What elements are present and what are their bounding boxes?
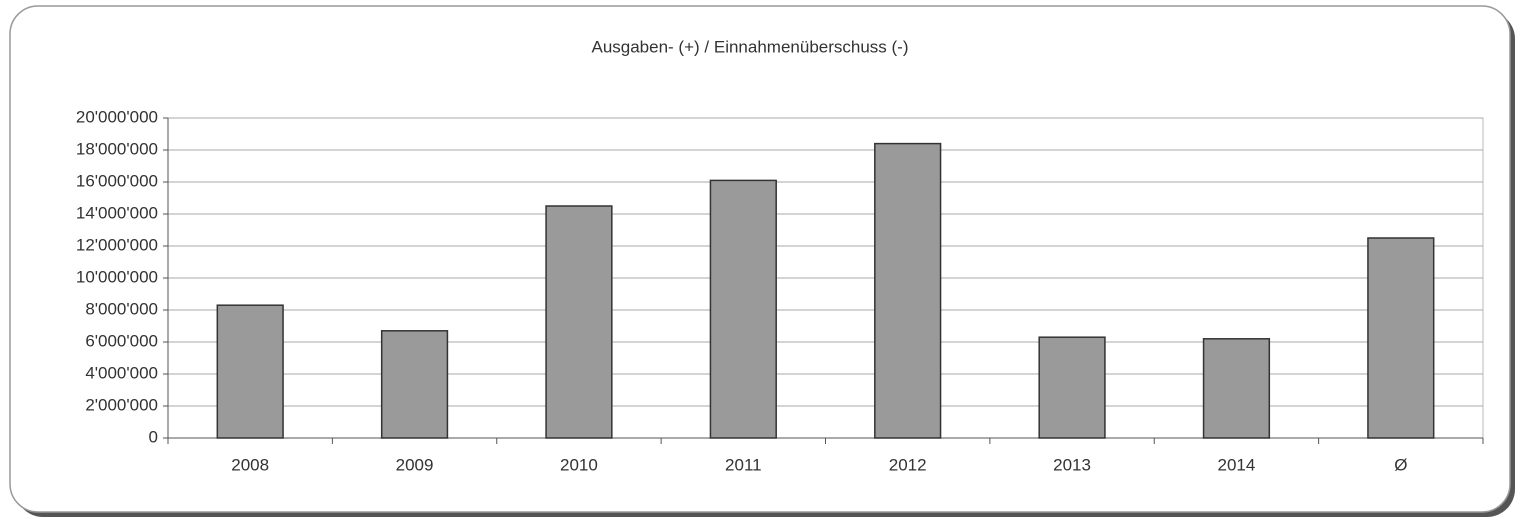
bar	[1367, 237, 1435, 439]
y-tick-label: 12'000'000	[76, 235, 158, 254]
y-tick-label: 8'000'000	[85, 299, 158, 318]
bar	[874, 142, 942, 439]
bar	[1202, 338, 1271, 439]
x-tick-label: 2008	[231, 455, 269, 474]
y-tick-label: 16'000'000	[76, 171, 158, 190]
y-tick-label: 20'000'000	[76, 107, 158, 126]
bar	[1038, 336, 1106, 439]
bar	[545, 205, 613, 439]
x-tick-label: 2010	[560, 455, 598, 474]
y-tick-label: 0	[149, 427, 158, 446]
x-tick-label: 2014	[1218, 455, 1256, 474]
y-tick-label: 6'000'000	[85, 331, 158, 350]
bar	[216, 304, 284, 439]
x-tick-label: 2009	[396, 455, 434, 474]
chart-title: Ausgaben- (+) / Einnahmenüberschuss (-)	[591, 37, 908, 56]
x-tick-label: 2011	[725, 455, 762, 474]
y-tick-label: 2'000'000	[85, 395, 158, 414]
y-tick-label: 18'000'000	[76, 139, 158, 158]
bar	[709, 179, 777, 439]
x-tick-label: 2012	[889, 455, 927, 474]
y-tick-label: 10'000'000	[76, 267, 158, 286]
bar	[380, 330, 449, 439]
x-tick-label: 2013	[1053, 455, 1091, 474]
y-tick-label: 4'000'000	[85, 363, 158, 382]
y-tick-label: 14'000'000	[76, 203, 158, 222]
x-tick-label: Ø	[1394, 455, 1407, 474]
